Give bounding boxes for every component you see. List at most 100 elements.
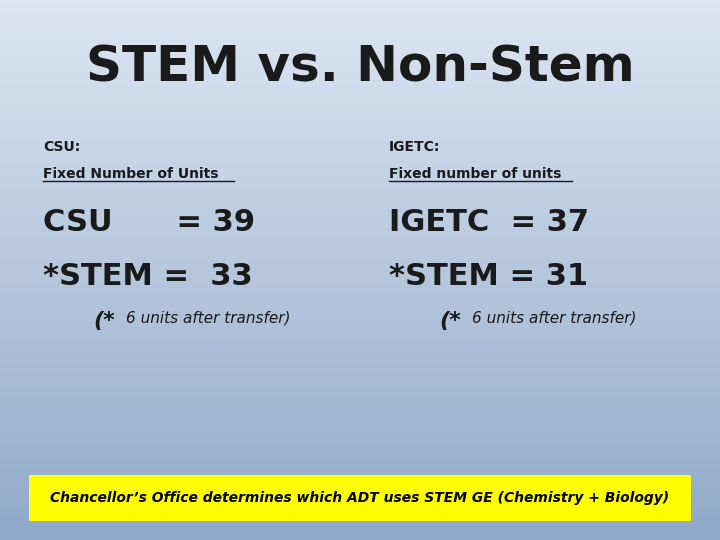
Bar (0, 500, 720, 502)
Bar (0, 284, 720, 286)
Bar (0, 184, 720, 186)
Bar (0, 216, 720, 219)
Text: IGETC  = 37: IGETC = 37 (389, 208, 589, 237)
Bar (0, 46, 720, 49)
Bar (0, 535, 720, 537)
Bar (0, 246, 720, 248)
Bar (0, 262, 720, 265)
Bar (0, 354, 720, 356)
Bar (0, 302, 720, 305)
Bar (0, 35, 720, 38)
Bar (0, 194, 720, 197)
Bar (0, 305, 720, 308)
Bar (0, 437, 720, 440)
Bar (0, 227, 720, 229)
Bar (0, 49, 720, 51)
Bar (0, 111, 720, 113)
Bar (0, 416, 720, 418)
Bar (0, 135, 720, 138)
Bar (0, 364, 720, 367)
Bar (0, 335, 720, 338)
Bar (0, 140, 720, 143)
Bar (0, 208, 720, 211)
Bar (0, 356, 720, 359)
Bar (0, 389, 720, 392)
Text: 6 units after transfer): 6 units after transfer) (126, 310, 290, 326)
Bar (0, 294, 720, 297)
Bar (0, 78, 720, 81)
Bar (0, 486, 720, 489)
Bar (0, 310, 720, 313)
Bar (0, 405, 720, 408)
Bar (0, 429, 720, 432)
Bar (0, 205, 720, 208)
Text: IGETC:: IGETC: (389, 140, 440, 154)
Bar (0, 281, 720, 284)
Bar (0, 202, 720, 205)
Bar (0, 81, 720, 84)
Bar (0, 159, 720, 162)
Bar (0, 170, 720, 173)
Bar (0, 240, 720, 243)
Bar (0, 435, 720, 437)
Bar (0, 338, 720, 340)
Bar (0, 508, 720, 510)
Bar (0, 343, 720, 346)
Bar (0, 267, 720, 270)
Bar (0, 475, 720, 478)
Bar (0, 143, 720, 146)
Bar (0, 238, 720, 240)
Bar (0, 462, 720, 464)
Bar (0, 362, 720, 364)
Bar (0, 0, 720, 3)
Bar (0, 30, 720, 32)
Bar (0, 14, 720, 16)
Bar (0, 154, 720, 157)
Bar (0, 273, 720, 275)
Bar (0, 400, 720, 402)
Text: 6 units after transfer): 6 units after transfer) (472, 310, 636, 326)
Bar (0, 148, 720, 151)
Bar (0, 251, 720, 254)
Bar (0, 378, 720, 381)
Bar (0, 451, 720, 454)
Bar (0, 521, 720, 524)
Bar (0, 410, 720, 413)
Bar (0, 124, 720, 127)
Bar (0, 324, 720, 327)
Bar (0, 392, 720, 394)
Text: *STEM =  33: *STEM = 33 (43, 262, 253, 291)
Bar (0, 186, 720, 189)
Bar (0, 432, 720, 435)
Bar (0, 146, 720, 148)
Bar (0, 68, 720, 70)
Bar (0, 516, 720, 518)
Bar (0, 224, 720, 227)
Bar (0, 454, 720, 456)
Bar (0, 73, 720, 76)
Bar (0, 472, 720, 475)
Bar (0, 394, 720, 397)
Bar (0, 359, 720, 362)
Bar (0, 181, 720, 184)
Text: Fixed Number of Units: Fixed Number of Units (43, 167, 219, 181)
Bar (0, 297, 720, 300)
Bar (0, 427, 720, 429)
Bar (0, 329, 720, 332)
Bar (0, 470, 720, 472)
Bar (0, 24, 720, 27)
Bar (0, 332, 720, 335)
Bar (0, 265, 720, 267)
FancyBboxPatch shape (29, 475, 691, 521)
Bar (0, 132, 720, 135)
Bar (0, 108, 720, 111)
Bar (0, 481, 720, 483)
Bar (0, 275, 720, 278)
Bar (0, 340, 720, 343)
Bar (0, 440, 720, 443)
Bar (0, 386, 720, 389)
Bar (0, 5, 720, 8)
Bar (0, 32, 720, 35)
Bar (0, 259, 720, 262)
Bar (0, 383, 720, 386)
